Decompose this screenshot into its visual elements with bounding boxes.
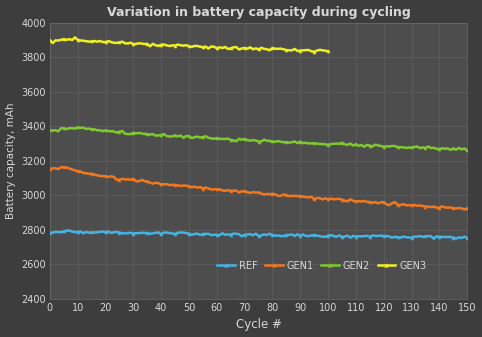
- REF: [464, 236, 470, 240]
- REF: [342, 235, 348, 239]
- REF: [303, 234, 309, 238]
- GEN3: [47, 38, 53, 42]
- GEN2: [303, 141, 309, 145]
- REF: [197, 233, 203, 237]
- GEN3: [120, 40, 125, 44]
- GEN3: [244, 47, 250, 51]
- GEN1: [197, 185, 203, 189]
- REF: [64, 228, 69, 233]
- GEN2: [459, 147, 465, 151]
- Line: REF: REF: [48, 229, 469, 240]
- REF: [431, 237, 437, 241]
- GEN2: [253, 139, 259, 143]
- GEN1: [314, 196, 320, 200]
- GEN3: [311, 50, 317, 54]
- Line: GEN1: GEN1: [48, 166, 469, 211]
- GEN1: [462, 208, 468, 212]
- GEN2: [47, 128, 53, 132]
- Y-axis label: Battery capacity, mAh: Battery capacity, mAh: [6, 102, 15, 219]
- GEN3: [217, 45, 223, 49]
- GEN1: [342, 199, 348, 203]
- GEN1: [459, 206, 465, 210]
- GEN1: [303, 195, 309, 199]
- GEN2: [197, 135, 203, 140]
- REF: [462, 235, 468, 239]
- X-axis label: Cycle #: Cycle #: [236, 318, 281, 332]
- GEN2: [75, 125, 80, 129]
- GEN1: [47, 167, 53, 171]
- REF: [253, 232, 259, 236]
- GEN2: [342, 142, 348, 146]
- Legend: REF, GEN1, GEN2, GEN3: REF, GEN1, GEN2, GEN3: [214, 257, 430, 275]
- GEN3: [178, 43, 184, 47]
- REF: [47, 231, 53, 235]
- Title: Variation in battery capacity during cycling: Variation in battery capacity during cyc…: [107, 5, 411, 19]
- GEN3: [72, 35, 78, 39]
- REF: [314, 234, 320, 238]
- Line: GEN3: GEN3: [48, 36, 330, 53]
- GEN2: [464, 148, 470, 152]
- GEN3: [67, 37, 72, 41]
- GEN2: [314, 142, 320, 146]
- GEN3: [258, 46, 264, 50]
- Line: GEN2: GEN2: [48, 126, 469, 152]
- GEN1: [464, 206, 470, 210]
- GEN1: [253, 191, 259, 195]
- GEN1: [61, 165, 67, 169]
- GEN3: [325, 49, 331, 53]
